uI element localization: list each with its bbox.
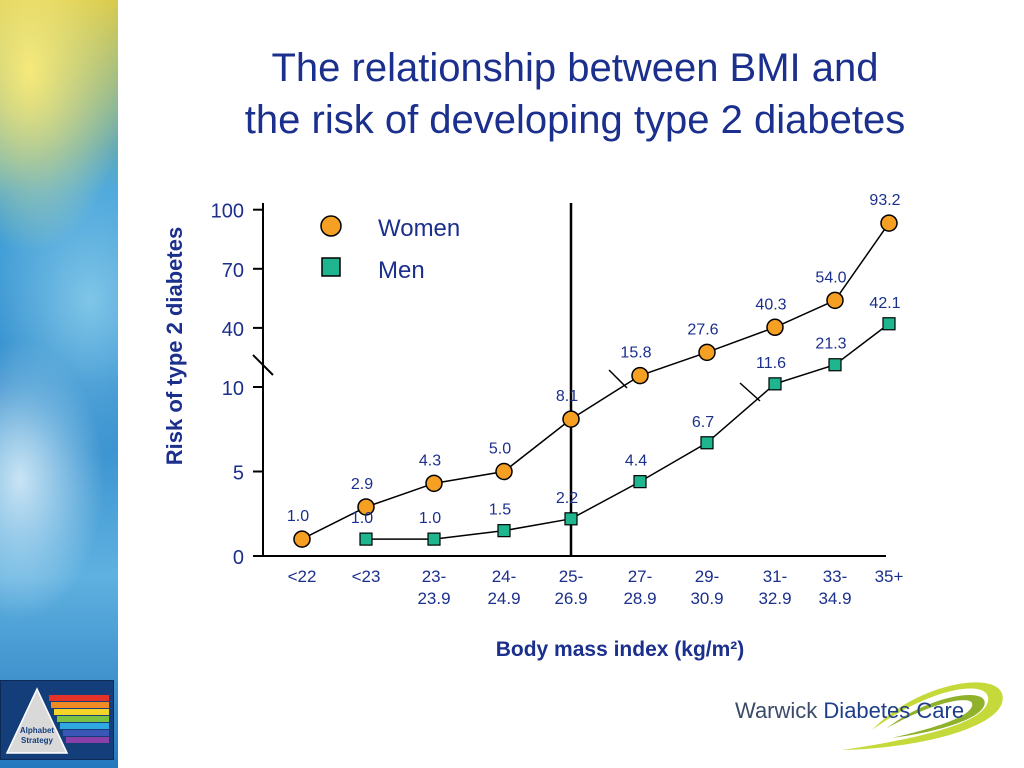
decorative-side-band <box>0 0 118 768</box>
y-tick-label: 100 <box>211 201 244 223</box>
logo-label-1: Alphabet <box>20 726 55 735</box>
x-tick-label: 32.9 <box>758 589 791 608</box>
x-tick-label: <23 <box>352 567 381 586</box>
women-data-label: 93.2 <box>869 192 900 209</box>
men-data-point <box>768 377 782 391</box>
men-data-label: 1.0 <box>419 510 441 527</box>
y-tick-label: 70 <box>222 260 244 282</box>
warwick-diabetes-care-logo <box>842 682 1003 750</box>
women-data-label: 1.0 <box>287 508 309 525</box>
legend-women-marker <box>320 215 342 237</box>
women-data-point <box>631 366 649 385</box>
y-tick-label: 0 <box>233 547 244 569</box>
women-data-label: 2.9 <box>351 476 373 493</box>
x-tick-label: 27- <box>628 567 653 586</box>
men-data-label: 4.4 <box>625 453 647 470</box>
men-data-point <box>882 317 896 331</box>
y-tick-label: 10 <box>222 378 244 400</box>
men-data-label: 6.7 <box>692 414 714 431</box>
x-tick-label: 35+ <box>875 567 904 586</box>
x-tick-label: 23.9 <box>417 589 450 608</box>
women-data-point <box>425 474 443 493</box>
men-data-point <box>497 524 511 538</box>
women-data-point <box>766 318 784 337</box>
x-tick-label: 34.9 <box>818 589 851 608</box>
x-tick-label: 33- <box>823 567 848 586</box>
women-data-label: 15.8 <box>620 345 651 362</box>
x-tick-label: 25- <box>559 567 584 586</box>
women-data-point <box>562 410 580 428</box>
legend-women-label: Women <box>378 215 460 242</box>
title-line-2: the risk of developing type 2 diabetes <box>244 98 906 142</box>
women-data-label: 27.6 <box>687 321 718 338</box>
x-tick-label: 24- <box>492 567 517 586</box>
x-tick-label: <22 <box>288 567 317 586</box>
men-data-label: 1.5 <box>489 502 511 519</box>
women-data-point <box>495 462 513 481</box>
men-data-label: 2.2 <box>556 490 578 507</box>
logo-label-2: Strategy <box>21 736 54 745</box>
x-axis-title: Body mass index (kg/m²) <box>495 638 745 661</box>
y-tick-label: 5 <box>233 463 244 485</box>
x-tick-label: 31- <box>763 567 788 586</box>
men-data-point <box>828 358 842 372</box>
legend-men-marker <box>321 257 341 277</box>
wordmark-part-1: Warwick <box>735 698 818 723</box>
women-data-label: 5.0 <box>489 441 511 458</box>
x-tick-label: 23- <box>422 567 447 586</box>
wordmark-part-2: Diabetes Care <box>823 698 965 723</box>
women-data-point <box>826 291 844 310</box>
y-axis-title: Risk of type 2 diabetes <box>162 227 187 465</box>
x-tick-label: 29- <box>695 567 720 586</box>
men-data-label: 42.1 <box>869 295 900 312</box>
men-data-label: 11.6 <box>756 355 786 372</box>
men-data-label: 21.3 <box>815 336 846 353</box>
men-data-point <box>427 532 441 546</box>
women-data-label: 40.3 <box>755 296 786 313</box>
warwick-diabetes-care-wordmark: Warwick Diabetes Care <box>735 698 964 724</box>
y-tick-label: 40 <box>222 319 244 341</box>
women-series-line <box>301 222 890 540</box>
women-data-label: 4.3 <box>419 452 441 469</box>
men-data-label: 1.0 <box>351 510 373 527</box>
title-line-1: The relationship between BMI and <box>271 46 879 90</box>
women-data-label: 54.0 <box>815 269 846 286</box>
x-tick-label: 24.9 <box>487 589 520 608</box>
men-line-break-mark <box>739 382 761 402</box>
women-data-point <box>293 530 311 548</box>
women-data-point <box>880 214 898 232</box>
women-data-point <box>357 498 375 516</box>
men-data-point <box>359 532 373 546</box>
page-title: The relationship between BMI and the ris… <box>150 42 1000 146</box>
women-data-point <box>698 343 716 362</box>
x-tick-label: 28.9 <box>623 589 656 608</box>
y-axis-break-mark <box>252 354 274 376</box>
men-data-point <box>564 512 578 526</box>
legend-men-label: Men <box>378 257 425 284</box>
women-data-label: 8.1 <box>556 388 578 405</box>
alphabet-strategy-logo: Alphabet Strategy <box>0 680 114 760</box>
x-tick-label: 30.9 <box>690 589 723 608</box>
men-data-point <box>633 475 647 489</box>
x-tick-label: 26.9 <box>554 589 587 608</box>
men-data-point <box>700 436 714 450</box>
